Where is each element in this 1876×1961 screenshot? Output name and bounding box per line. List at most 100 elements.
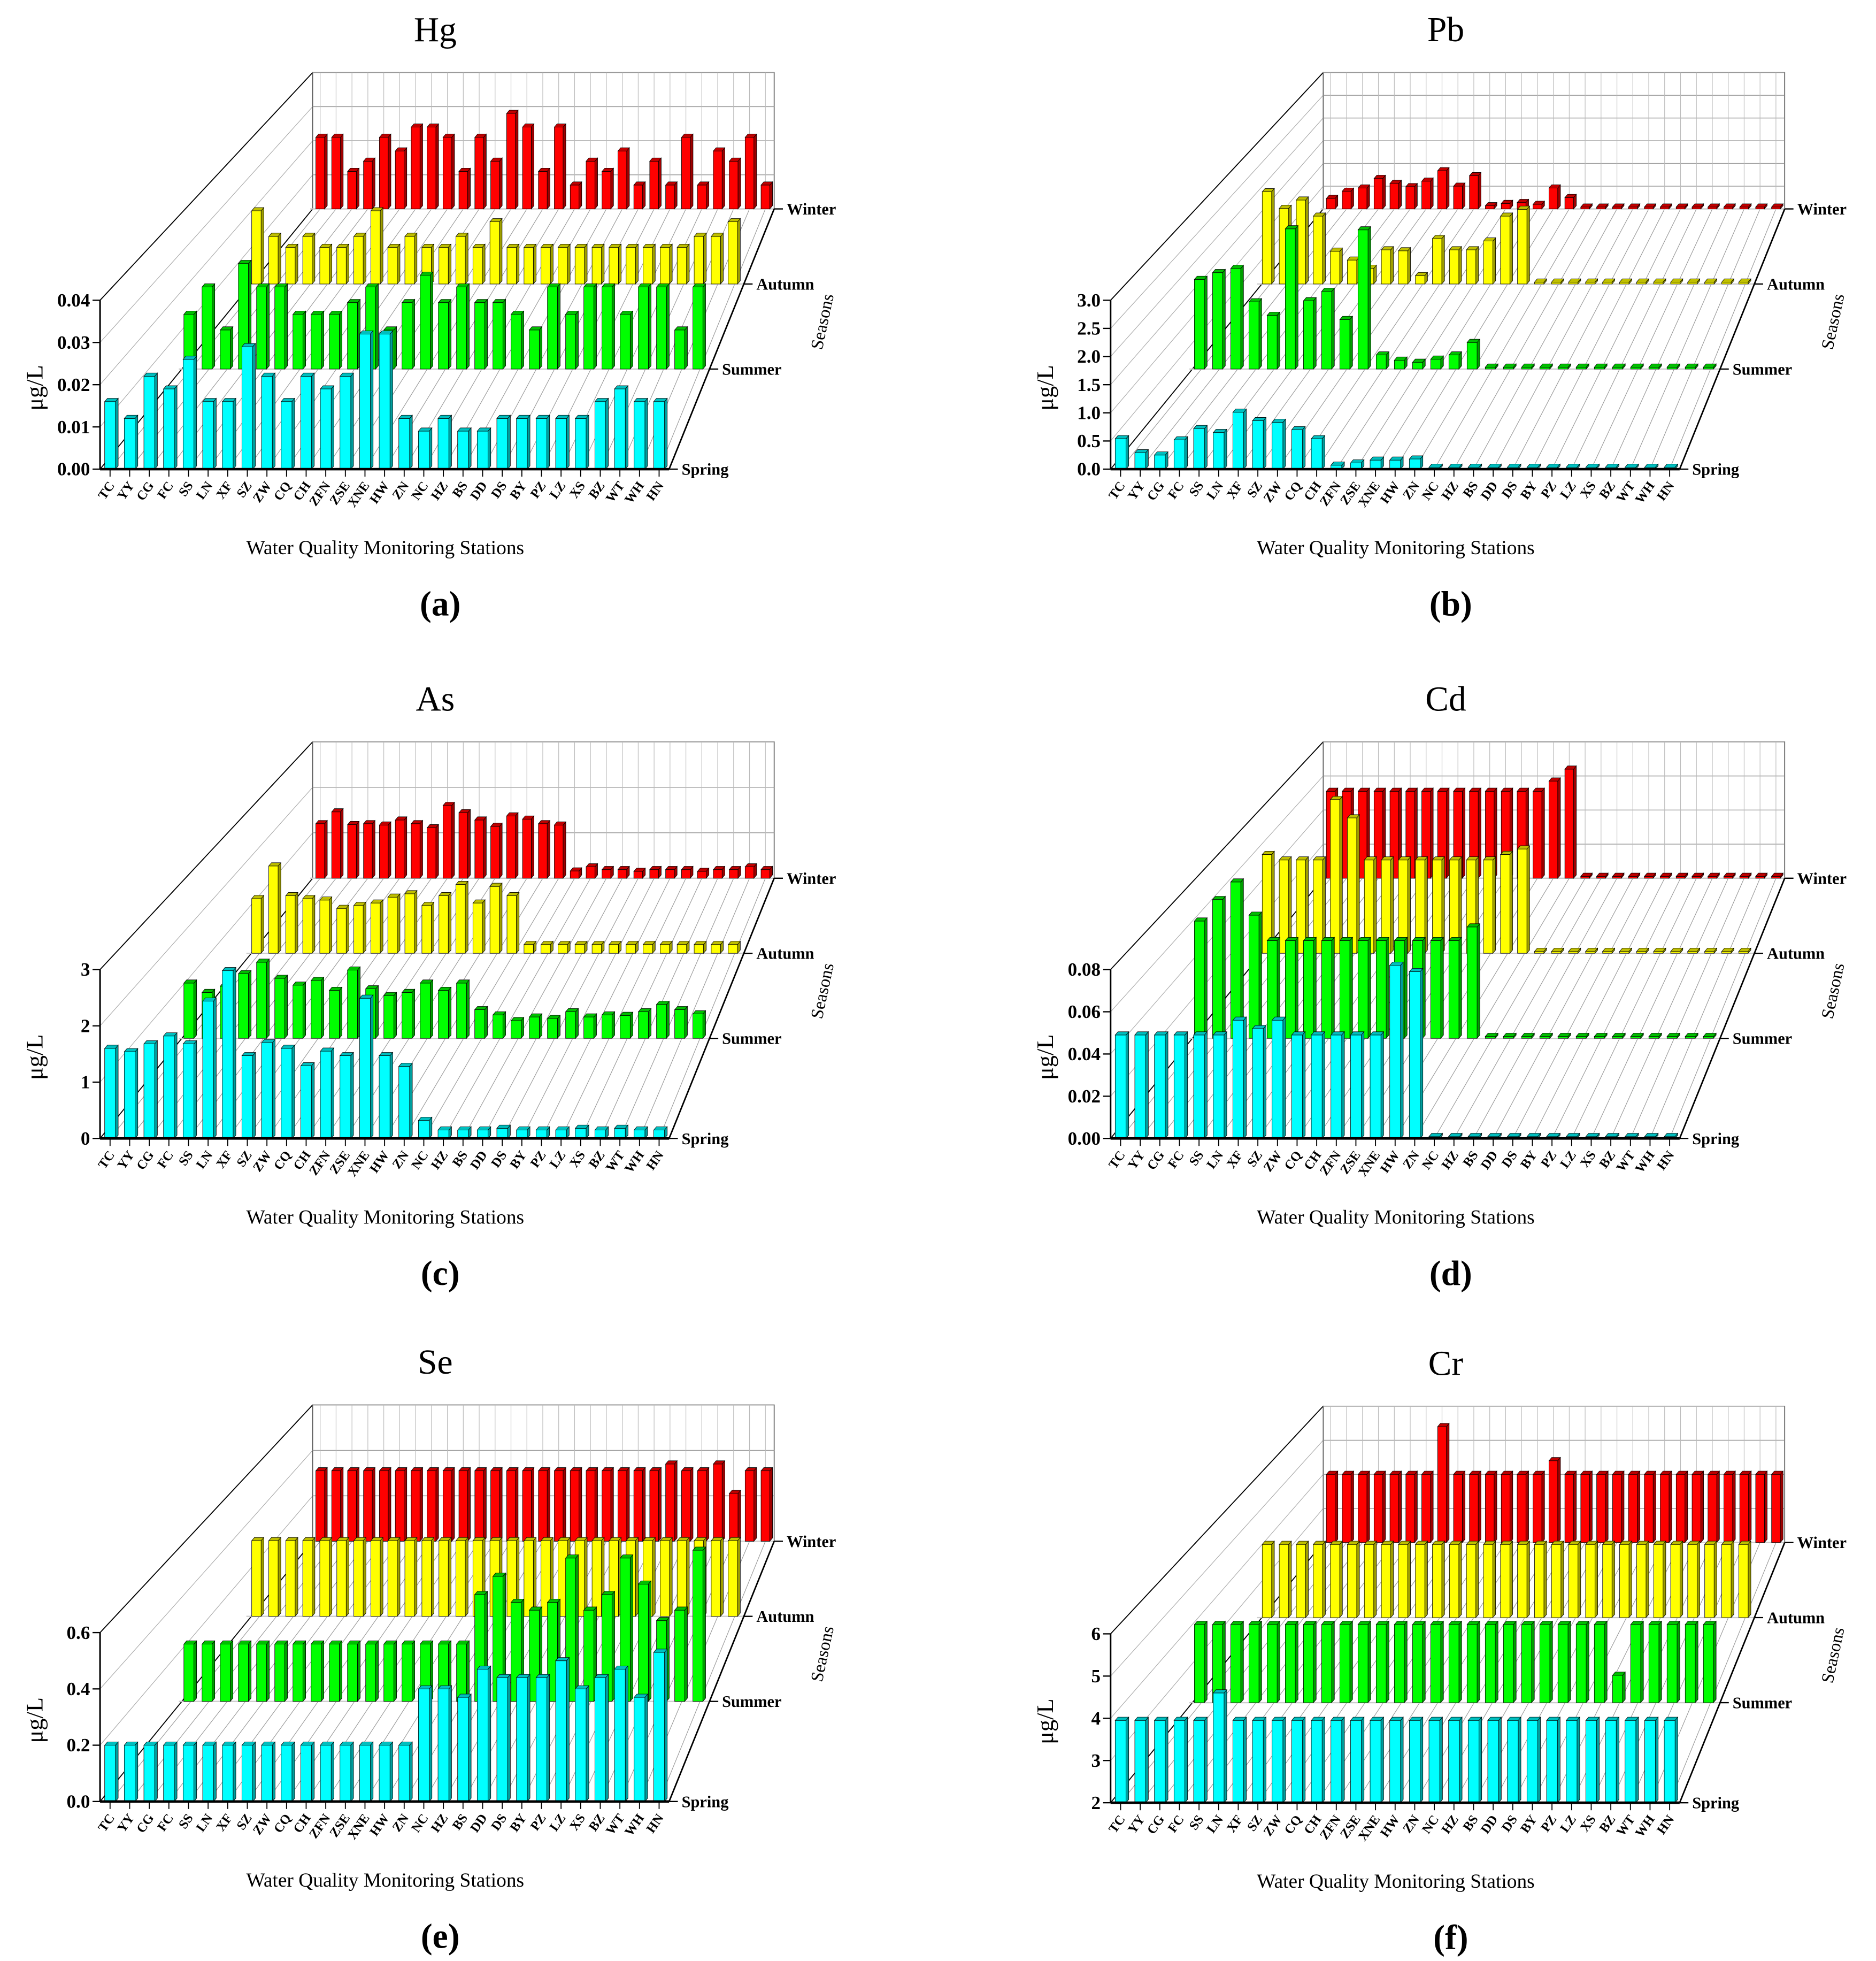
bar-autumn-by — [609, 940, 622, 954]
bar-summer-tc — [183, 1640, 197, 1702]
bar-winter-zw — [1453, 182, 1466, 210]
bar-side — [1295, 225, 1298, 370]
bar-side — [248, 1640, 252, 1702]
bar-spring-ch — [1311, 435, 1326, 470]
seasons-axis-title: Seasons — [808, 1625, 838, 1684]
station-label: BY — [507, 1148, 529, 1171]
bar-spring-tc — [104, 1741, 119, 1802]
bar-top — [426, 1467, 440, 1472]
bar-top — [1134, 1031, 1149, 1036]
bar-front — [1483, 241, 1493, 285]
bar-front — [1666, 367, 1678, 370]
bar-top — [280, 398, 295, 402]
bar-top — [1517, 787, 1529, 792]
bar-side — [435, 824, 439, 879]
bar-spring-xs — [574, 1124, 589, 1139]
bar-summer-ds — [1557, 1620, 1572, 1704]
bar-front — [281, 1745, 293, 1802]
bar-top — [1605, 1717, 1620, 1721]
bar-autumn-xs — [659, 1537, 673, 1617]
bar-front — [1487, 1720, 1499, 1803]
bar-top — [489, 1537, 503, 1541]
bar-front — [163, 388, 175, 470]
bar-front — [633, 1470, 643, 1542]
bar-spring-zn — [1409, 1717, 1424, 1804]
bar-summer-zn — [456, 283, 470, 370]
bar-front — [124, 1051, 135, 1139]
bar-front — [1685, 367, 1696, 370]
station-label: BY — [507, 1811, 529, 1835]
bar-autumn-ss — [319, 243, 333, 285]
bar-winter-fc — [363, 819, 376, 879]
station-label: ZFN — [1317, 1148, 1344, 1178]
bar-front — [602, 287, 612, 370]
bar-front — [1321, 291, 1332, 370]
bar-top — [674, 1006, 688, 1010]
bar-front — [1291, 1720, 1303, 1803]
bar-side — [1258, 298, 1262, 370]
y-tick-label: 0.4 — [67, 1679, 90, 1699]
station-label: NC — [1419, 479, 1442, 503]
station-label: PZ — [528, 1148, 549, 1170]
bar-side — [1573, 1470, 1577, 1543]
bar-side — [394, 992, 397, 1039]
bar-top — [1723, 203, 1736, 208]
bar-top — [1670, 948, 1683, 952]
left-wall-gridline — [99, 787, 313, 1027]
bar-top — [574, 415, 589, 419]
bar-front — [1564, 197, 1574, 209]
bar-side — [115, 1741, 119, 1802]
bar-autumn-wt — [694, 232, 707, 285]
bar-top — [1506, 1717, 1521, 1721]
bar-autumn-ds — [591, 243, 605, 285]
bar-side — [1748, 1470, 1752, 1543]
bar-top — [1285, 1621, 1299, 1625]
bar-side — [644, 1693, 648, 1802]
floor-gridline — [1414, 209, 1570, 470]
bar-top — [1602, 1541, 1616, 1545]
bar-front — [1724, 876, 1733, 879]
bar-front — [1262, 1544, 1272, 1618]
station-label: DD — [467, 1811, 490, 1835]
bar-side — [1677, 1620, 1680, 1704]
bar-front — [674, 330, 685, 370]
bar-top — [261, 372, 276, 377]
bar-front — [1296, 1544, 1306, 1618]
bar-side — [690, 1467, 694, 1542]
bar-summer-cq — [1357, 226, 1372, 370]
bar-top — [456, 1641, 470, 1644]
station-label: HW — [1378, 1148, 1403, 1176]
bar-side — [448, 1685, 452, 1802]
season-label: Autumn — [1767, 275, 1825, 293]
bar-spring-ss — [182, 1040, 197, 1139]
bar-side — [1126, 1031, 1129, 1139]
bar-top — [1252, 1717, 1267, 1721]
bar-summer-yy — [1212, 269, 1226, 370]
bar-front — [1648, 367, 1659, 370]
bar-top — [659, 243, 673, 248]
bar-front — [1521, 1624, 1532, 1703]
bar-side — [372, 1467, 375, 1542]
bar-front — [1453, 1474, 1463, 1543]
bar-top — [1248, 911, 1263, 916]
bar-side — [1321, 435, 1325, 470]
bar-front — [693, 287, 703, 370]
bar-top — [347, 299, 361, 303]
bar-front — [418, 1120, 429, 1139]
bar-top — [421, 902, 435, 906]
bar-front — [1357, 229, 1368, 370]
bar-top — [1296, 196, 1309, 201]
bar-top — [1723, 1470, 1736, 1475]
bar-top — [1771, 1470, 1784, 1475]
bar-summer-xf — [292, 981, 306, 1039]
bar-top — [1659, 872, 1672, 877]
bar-top — [1483, 238, 1496, 242]
bar-front — [1339, 319, 1350, 370]
bar-front — [586, 867, 595, 879]
bar-front — [1580, 1474, 1590, 1543]
bar-autumn-zse — [1466, 1540, 1479, 1619]
bar-top — [426, 124, 440, 128]
bar-autumn-zfn — [1449, 1540, 1462, 1619]
bar-front — [1703, 1624, 1714, 1703]
bar-side — [635, 243, 639, 285]
